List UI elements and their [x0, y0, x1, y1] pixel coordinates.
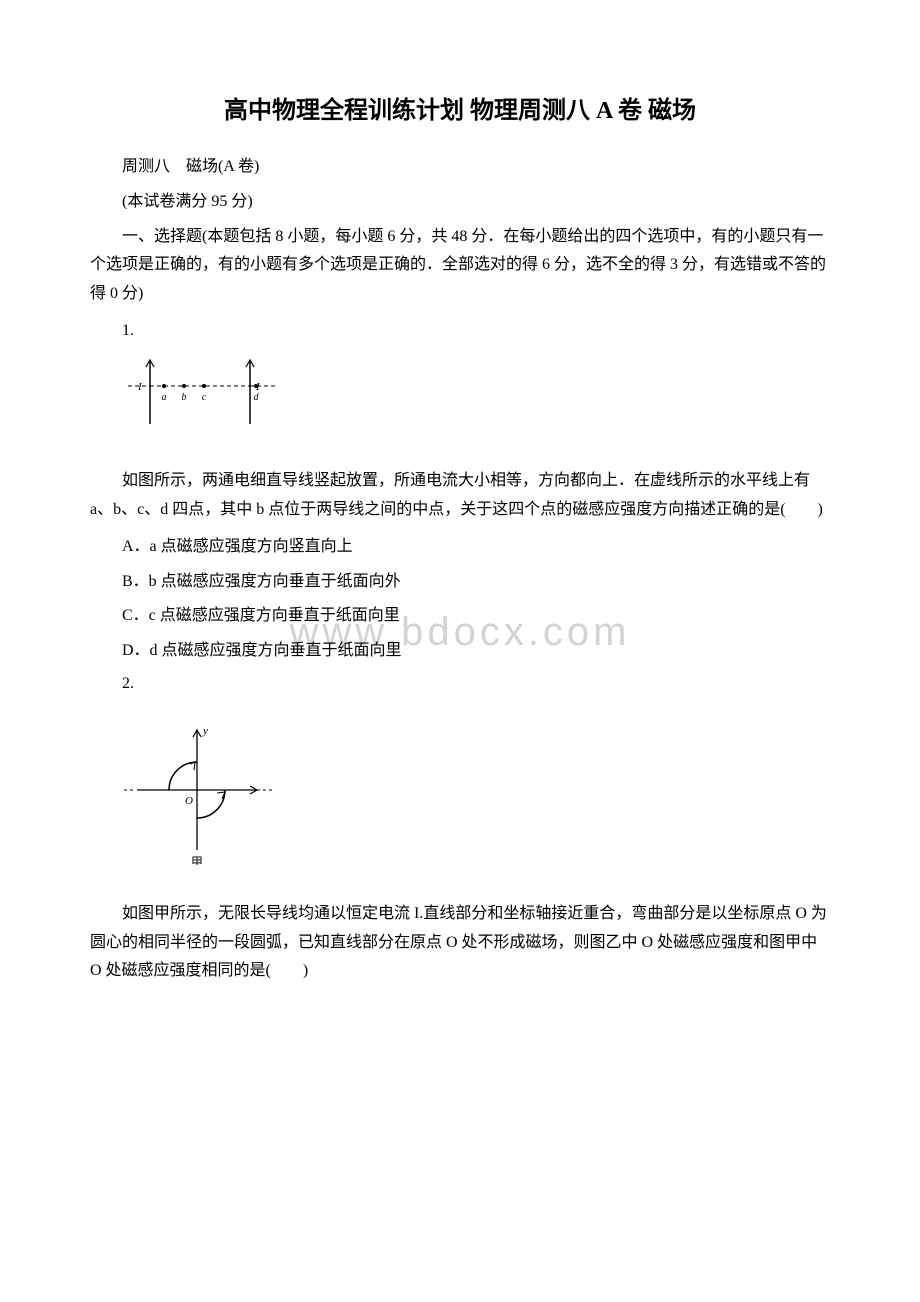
svg-text:y: y — [202, 725, 208, 737]
q2-diagram-svg: xyO甲 — [122, 705, 272, 865]
svg-text:c: c — [202, 392, 207, 403]
svg-text:b: b — [182, 392, 187, 403]
q2-stem: 如图甲所示，无限长导线均通以恒定电流 I.直线部分和坐标轴接近重合，弯曲部分是以… — [90, 900, 830, 986]
svg-text:甲: 甲 — [191, 855, 203, 865]
subtitle: 周测八 磁场(A 卷) — [90, 153, 830, 182]
q2-number: 2. — [90, 670, 830, 699]
svg-text:I: I — [137, 381, 143, 393]
page-title: 高中物理全程训练计划 物理周测八 A 卷 磁场 — [90, 90, 830, 125]
section1-instructions: 一、选择题(本题包括 8 小题，每小题 6 分，共 48 分．在每小题给出的四个… — [90, 223, 830, 309]
q2-figure: xyO甲 — [122, 705, 830, 870]
q1-number: 1. — [90, 317, 830, 346]
svg-text:d: d — [254, 392, 260, 403]
q1-diagram-svg: abcdII — [122, 352, 282, 432]
q1-option-d: D．d 点磁感应强度方向垂直于纸面向里 — [90, 636, 830, 666]
q1-figure: abcdII — [122, 352, 830, 437]
svg-text:I: I — [255, 381, 261, 393]
page-content: 高中物理全程训练计划 物理周测八 A 卷 磁场 周测八 磁场(A 卷) (本试卷… — [90, 90, 830, 986]
q1-option-b: B．b 点磁感应强度方向垂直于纸面向外 — [90, 567, 830, 597]
svg-text:O: O — [185, 795, 193, 807]
score-line: (本试卷满分 95 分) — [90, 188, 830, 217]
q1-stem: 如图所示，两通电细直导线竖起放置，所通电流大小相等，方向都向上．在虚线所示的水平… — [90, 467, 830, 525]
svg-text:a: a — [162, 392, 167, 403]
q1-option-a: A．a 点磁感应强度方向竖直向上 — [90, 532, 830, 562]
q1-option-c: C．c 点磁感应强度方向垂直于纸面向里 — [90, 601, 830, 631]
